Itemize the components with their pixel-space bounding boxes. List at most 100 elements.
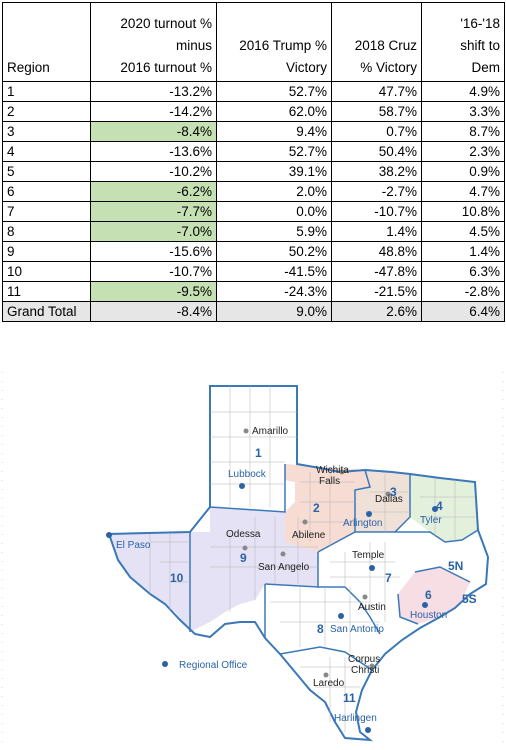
region-cell: 2 — [2, 101, 91, 122]
cruz-cell: 58.7% — [331, 101, 422, 122]
turnout-cell: -7.0% — [90, 221, 217, 242]
shift-cell: 4.7% — [421, 181, 505, 202]
texas-regions-map: Amarillo Lubbock Wichita Falls Dallas Ar… — [0, 372, 506, 750]
shift-cell: 8.7% — [421, 121, 505, 142]
header-turnout: 2020 turnout % minus 2016 turnout % — [90, 2, 217, 82]
label-laredo: Laredo — [313, 678, 345, 689]
city-dot-laredo — [323, 672, 329, 678]
city-dot-odessa — [242, 545, 248, 551]
table-row: 7 -7.7% 0.0% -10.7% 10.8% — [2, 201, 505, 222]
results-table-container: Region 2020 turnout % minus 2016 turnout… — [2, 2, 505, 322]
trump-cell: 52.7% — [216, 141, 332, 162]
label-amarillo: Amarillo — [252, 426, 289, 437]
total-turnout-cell: -8.4% — [90, 301, 217, 322]
header-region: Region — [2, 2, 91, 82]
shift-cell: 2.3% — [421, 141, 505, 162]
shift-cell: 10.8% — [421, 201, 505, 222]
boundary-2-7 — [317, 529, 479, 553]
trump-cell: 0.0% — [216, 201, 332, 222]
office-dot-san-antonio — [338, 613, 344, 619]
region-number-2: 2 — [313, 501, 320, 515]
total-shift-cell: 6.4% — [421, 301, 505, 322]
city-dot-austin — [362, 594, 368, 600]
region-cell: 7 — [2, 201, 91, 222]
region-number-10: 10 — [170, 571, 184, 585]
label-el-paso: El Paso — [116, 540, 151, 551]
cruz-cell: -10.7% — [331, 201, 422, 222]
office-dot-houston — [422, 602, 428, 608]
cruz-cell: 1.4% — [331, 221, 422, 242]
label-christi: Christi — [351, 665, 379, 676]
label-temple: Temple — [352, 550, 385, 561]
label-abilene: Abilene — [292, 530, 326, 541]
label-san-angelo: San Angelo — [258, 562, 310, 573]
city-dot-amarillo — [243, 428, 249, 434]
county-lines-11 — [300, 657, 365, 732]
label-lubbock: Lubbock — [228, 469, 267, 480]
table-row: 10 -10.7% -41.5% -47.8% 6.3% — [2, 261, 505, 282]
region-number-6: 6 — [425, 588, 432, 602]
region-6-fill — [398, 567, 470, 624]
city-labels: Amarillo Lubbock Wichita Falls Dallas Ar… — [116, 426, 447, 724]
county-lines-8 — [270, 587, 380, 652]
label-arlington: Arlington — [343, 518, 382, 529]
table-row: 8 -7.0% 5.9% 1.4% 4.5% — [2, 221, 505, 242]
office-dot-arlington — [366, 511, 372, 517]
cruz-cell: -21.5% — [331, 281, 422, 302]
table-row: 9 -15.6% 50.2% 48.8% 1.4% — [2, 241, 505, 262]
region-cell: 1 — [2, 81, 91, 102]
turnout-cell: -10.7% — [90, 261, 217, 282]
turnout-cell: -9.5% — [90, 281, 217, 302]
header-row: Region 2020 turnout % minus 2016 turnout… — [2, 2, 505, 82]
cruz-cell: -47.8% — [331, 261, 422, 282]
shift-cell: -2.8% — [421, 281, 505, 302]
label-austin: Austin — [358, 602, 386, 613]
boundary-3-4 — [394, 474, 411, 533]
turnout-cell: -14.2% — [90, 101, 217, 122]
region-boundaries — [189, 464, 479, 671]
office-dot-temple — [369, 565, 375, 571]
trump-cell: 50.2% — [216, 241, 332, 262]
label-odessa: Odessa — [226, 529, 261, 540]
grand-total-row: Grand Total -8.4% 9.0% 2.6% 6.4% — [2, 301, 505, 322]
label-falls: Falls — [319, 476, 340, 487]
cruz-cell: 48.8% — [331, 241, 422, 262]
city-dot-san-angelo — [280, 551, 286, 557]
cruz-cell: 38.2% — [331, 161, 422, 182]
county-lines-4 — [420, 478, 475, 540]
total-cruz-cell: 2.6% — [331, 301, 422, 322]
turnout-cell: -15.6% — [90, 241, 217, 262]
region-number-9: 9 — [240, 551, 247, 565]
region-cell: 3 — [2, 121, 91, 142]
results-table: Region 2020 turnout % minus 2016 turnout… — [2, 2, 505, 322]
header-trump: 2016 Trump % Victory — [216, 2, 332, 82]
regional-offices — [106, 483, 438, 733]
legend-office-dot — [162, 661, 168, 667]
shift-cell: 0.9% — [421, 161, 505, 182]
label-wichita: Wichita — [316, 465, 349, 476]
region-number-11: 11 — [343, 691, 356, 705]
table-row: 6 -6.2% 2.0% -2.7% 4.7% — [2, 181, 505, 202]
label-corpus: Corpus — [348, 654, 380, 665]
trump-cell: -24.3% — [216, 281, 332, 302]
region-number-8: 8 — [317, 622, 324, 636]
total-trump-cell: 9.0% — [216, 301, 332, 322]
office-dot-el-paso — [106, 532, 112, 538]
table-row: 2 -14.2% 62.0% 58.7% 3.3% — [2, 101, 505, 122]
region-number-1: 1 — [255, 446, 262, 460]
region-number-4: 4 — [436, 499, 443, 513]
table-row: 3 -8.4% 9.4% 0.7% 8.7% — [2, 121, 505, 142]
shift-cell: 4.5% — [421, 221, 505, 242]
boundary-2-3 — [354, 469, 371, 532]
region-number-3: 3 — [390, 485, 397, 499]
table-row: 4 -13.6% 52.7% 50.4% 2.3% — [2, 141, 505, 162]
label-dallas: Dallas — [375, 494, 403, 505]
city-dot-wichita-falls — [339, 469, 345, 475]
region-number-5n: 5N — [448, 559, 463, 573]
table-row: 5 -10.2% 39.1% 38.2% 0.9% — [2, 161, 505, 182]
region-number-7: 7 — [385, 571, 392, 585]
table-row: 11 -9.5% -24.3% -21.5% -2.8% — [2, 281, 505, 302]
shift-cell: 4.9% — [421, 81, 505, 102]
boundary-7-6 — [397, 593, 419, 625]
turnout-cell: -10.2% — [90, 161, 217, 182]
